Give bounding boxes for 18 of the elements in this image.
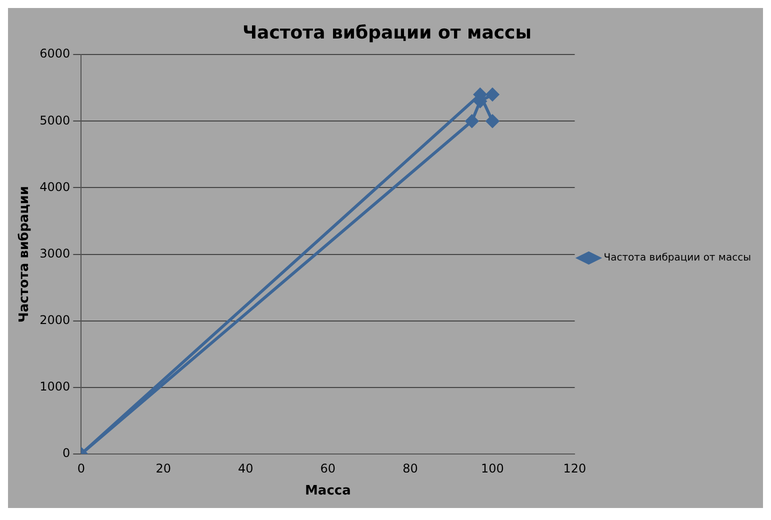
x-tick-label: 100 — [481, 461, 504, 476]
x-tick-label: 40 — [238, 461, 254, 476]
y-tick-label: 4000 — [40, 180, 70, 194]
y-axis-title: Частота вибрации — [17, 186, 32, 323]
x-tick-label: 20 — [156, 461, 172, 476]
y-tick-label: 6000 — [40, 46, 70, 61]
legend-label: Частота вибрации от массы — [604, 252, 752, 264]
y-tick-label: 5000 — [40, 113, 70, 128]
x-axis-title: Масса — [304, 484, 351, 499]
x-tick-label: 120 — [563, 461, 586, 476]
x-tick-label: 0 — [77, 461, 85, 476]
y-tick-label: 0 — [62, 446, 70, 460]
y-tick-label: 3000 — [40, 246, 70, 260]
x-tick-label: 80 — [402, 461, 418, 476]
y-tick-label: 2000 — [40, 312, 70, 327]
chart-title: Частота вибрации от массы — [242, 22, 532, 44]
y-tick-label: 1000 — [40, 380, 70, 394]
x-tick-label: 60 — [320, 461, 336, 476]
